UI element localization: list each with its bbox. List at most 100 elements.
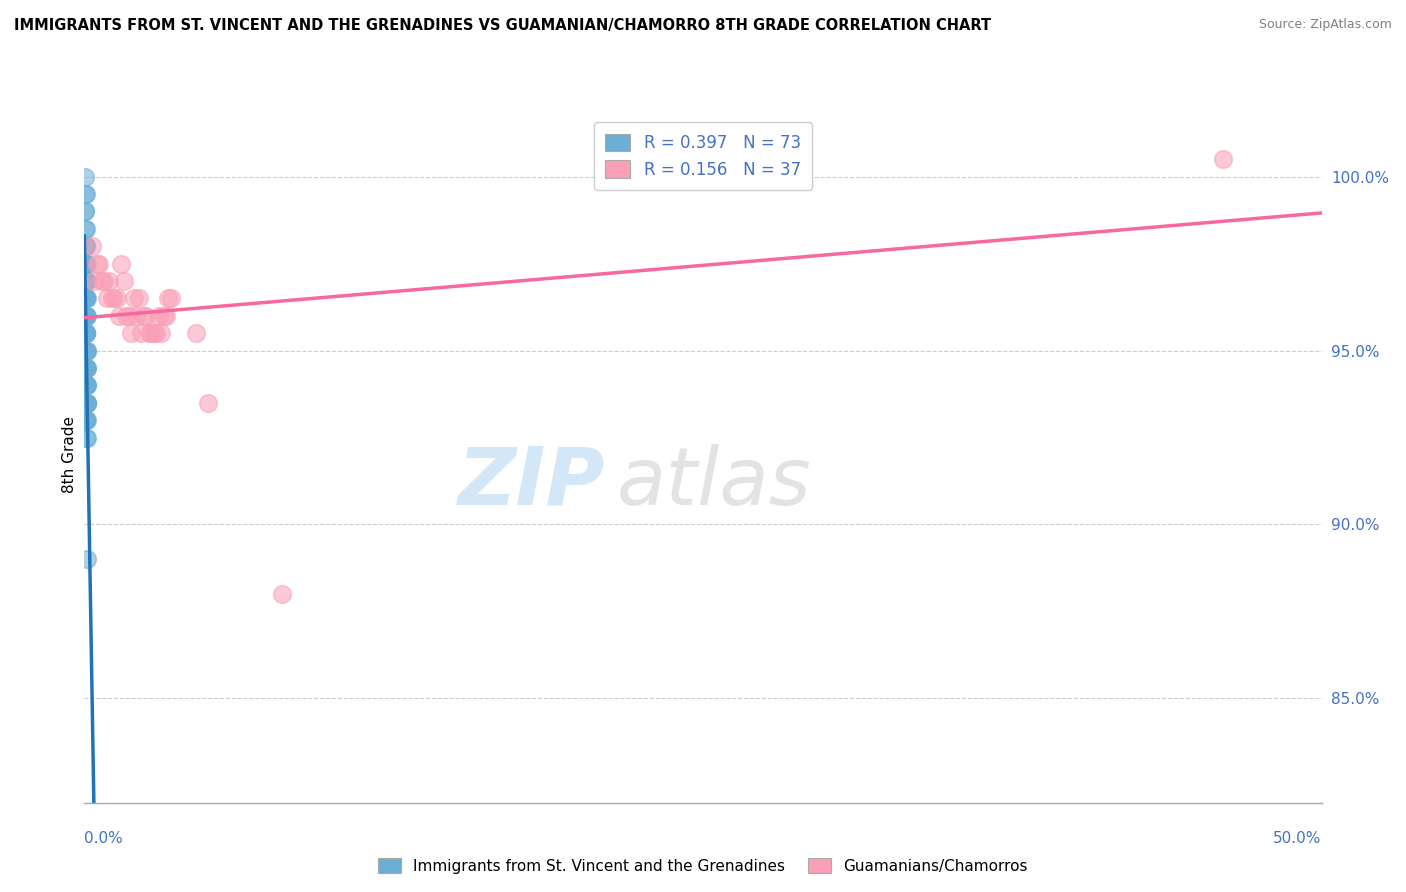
Point xyxy=(75,361,97,376)
Text: 0.0%: 0.0% xyxy=(84,830,124,846)
Point xyxy=(73,187,96,202)
Point xyxy=(75,274,97,288)
Point xyxy=(93,274,115,288)
Point xyxy=(75,292,97,306)
Point xyxy=(75,274,97,288)
Point xyxy=(98,274,121,288)
Point xyxy=(75,169,97,184)
Point xyxy=(145,326,167,341)
Point xyxy=(75,274,97,288)
Point xyxy=(76,396,98,410)
Text: atlas: atlas xyxy=(616,443,811,522)
Point xyxy=(128,292,150,306)
Point xyxy=(122,292,145,306)
Text: ZIP: ZIP xyxy=(457,443,605,522)
Point xyxy=(141,326,163,341)
Point xyxy=(75,292,97,306)
Point xyxy=(76,343,98,358)
Point xyxy=(76,378,98,392)
Point xyxy=(86,257,108,271)
Point xyxy=(125,309,148,323)
Point xyxy=(75,257,97,271)
Point xyxy=(75,187,97,202)
Point xyxy=(75,292,97,306)
Point xyxy=(75,309,97,323)
Point xyxy=(75,292,97,306)
Point xyxy=(75,343,97,358)
Point xyxy=(80,239,103,253)
Point xyxy=(75,239,97,253)
Point xyxy=(75,413,97,427)
Point xyxy=(75,378,97,392)
Point xyxy=(76,292,98,306)
Point xyxy=(75,326,97,341)
Point xyxy=(115,309,138,323)
Point xyxy=(110,257,132,271)
Point xyxy=(96,292,118,306)
Point xyxy=(75,343,97,358)
Point xyxy=(75,222,97,236)
Point xyxy=(271,587,294,601)
Point xyxy=(76,431,98,445)
Point xyxy=(89,257,111,271)
Point xyxy=(75,326,97,341)
Point xyxy=(75,326,97,341)
Point xyxy=(138,326,160,341)
Point xyxy=(76,343,98,358)
Point xyxy=(160,292,183,306)
Point xyxy=(105,292,128,306)
Point xyxy=(155,309,177,323)
Point xyxy=(76,361,98,376)
Point xyxy=(75,413,97,427)
Point xyxy=(184,326,207,341)
Point xyxy=(75,378,97,392)
Point xyxy=(75,378,97,392)
Point xyxy=(75,204,97,219)
Point xyxy=(135,309,157,323)
Point xyxy=(75,257,97,271)
Point xyxy=(76,257,98,271)
Point xyxy=(75,361,97,376)
Text: Source: ZipAtlas.com: Source: ZipAtlas.com xyxy=(1258,18,1392,31)
Point xyxy=(76,309,98,323)
Point xyxy=(90,274,112,288)
Point xyxy=(148,309,170,323)
Point xyxy=(75,309,97,323)
Point xyxy=(75,326,97,341)
Point xyxy=(75,326,97,341)
Point xyxy=(76,396,98,410)
Point xyxy=(157,292,180,306)
Point xyxy=(75,378,97,392)
Point xyxy=(76,396,98,410)
Point xyxy=(76,378,98,392)
Legend: Immigrants from St. Vincent and the Grenadines, Guamanians/Chamorros: Immigrants from St. Vincent and the Gren… xyxy=(373,852,1033,880)
Point xyxy=(75,326,97,341)
Point xyxy=(75,431,97,445)
Point xyxy=(103,292,125,306)
Point xyxy=(152,309,174,323)
Point xyxy=(118,309,141,323)
Point xyxy=(75,378,97,392)
Point xyxy=(75,361,97,376)
Point xyxy=(75,222,97,236)
Point xyxy=(75,309,97,323)
Point xyxy=(76,274,98,288)
Point xyxy=(75,396,97,410)
Point xyxy=(75,326,97,341)
Point xyxy=(1212,153,1234,167)
Text: 50.0%: 50.0% xyxy=(1274,830,1322,846)
Point xyxy=(75,257,97,271)
Point xyxy=(112,274,135,288)
Point xyxy=(75,239,97,253)
Point xyxy=(108,309,131,323)
Point xyxy=(75,309,97,323)
Legend: R = 0.397   N = 73, R = 0.156   N = 37: R = 0.397 N = 73, R = 0.156 N = 37 xyxy=(593,122,813,190)
Point xyxy=(76,396,98,410)
Point xyxy=(75,413,97,427)
Point xyxy=(142,326,165,341)
Point xyxy=(83,274,105,288)
Point xyxy=(76,413,98,427)
Point xyxy=(75,361,97,376)
Point xyxy=(75,309,97,323)
Text: IMMIGRANTS FROM ST. VINCENT AND THE GRENADINES VS GUAMANIAN/CHAMORRO 8TH GRADE C: IMMIGRANTS FROM ST. VINCENT AND THE GREN… xyxy=(14,18,991,33)
